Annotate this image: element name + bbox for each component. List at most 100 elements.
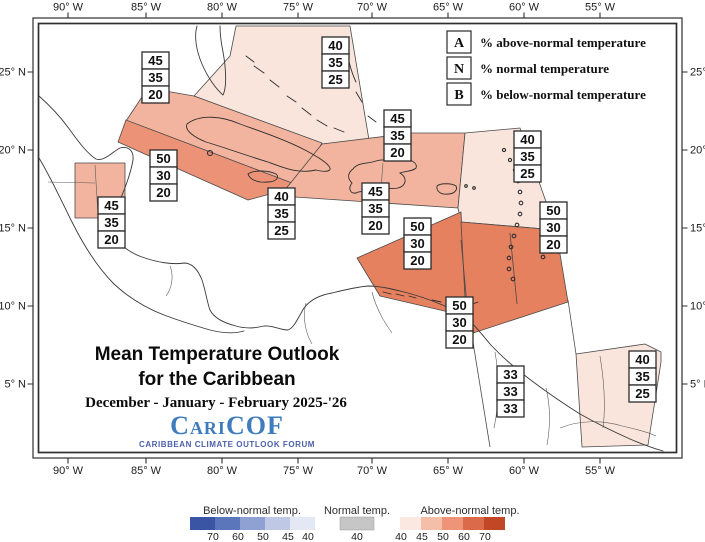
caricof-logo: CARICOF CARIBBEAN CLIMATE OUTLOOK FORUM [139, 411, 314, 449]
probability-box-suriname-french-guiana: 40 35 25 [628, 350, 657, 403]
anb-code: B [454, 88, 463, 103]
above-normal-label: Above-normal temp. [420, 505, 519, 517]
probability-value: 20 [148, 87, 162, 102]
probability-value: 35 [104, 215, 118, 230]
probability-box-belize: 45 35 20 [97, 196, 126, 249]
probability-value: 25 [635, 386, 649, 401]
axis-label: 85° W [131, 465, 162, 477]
probability-value: 30 [546, 220, 560, 235]
map-title-line1: Mean Temperature Outlook [95, 344, 340, 365]
axis-label: 55° W [585, 2, 616, 14]
cuba-island [186, 116, 331, 172]
lesser-antilles-islands [464, 147, 546, 282]
axis-label: 70° W [357, 465, 388, 477]
probability-value: 20 [104, 232, 118, 247]
probability-value: 35 [635, 369, 649, 384]
abc-islands [382, 291, 442, 303]
isle-of-youth [206, 149, 214, 157]
probability-value: 35 [368, 201, 382, 216]
probability-box-western-cuba-gulf: 45 35 20 [141, 51, 170, 104]
map-period: December - January - February 2025-'26 [85, 395, 347, 411]
below-tick: 70 [207, 531, 219, 542]
axis-label: 25° N [0, 67, 26, 79]
normal-tick: 40 [351, 531, 363, 542]
probability-value: 30 [452, 315, 466, 330]
title-block: Mean Temperature Outlook for the Caribbe… [85, 344, 347, 411]
probability-value: 40 [520, 132, 534, 147]
probability-value: 45 [104, 198, 118, 213]
map-title-line2: for the Caribbean [138, 369, 295, 390]
above-normal-colorbar [400, 517, 505, 530]
axis-label: 25° N [690, 67, 705, 79]
probability-value: 50 [156, 151, 170, 166]
normal-label: Normal temp. [324, 505, 390, 517]
probability-value: 35 [328, 55, 342, 70]
anb-legend: A % above-normal temperature N % normal … [446, 30, 646, 106]
axis-label: 60° W [509, 2, 540, 14]
top-axis-ticks [67, 12, 601, 18]
below-tick: 40 [302, 531, 314, 542]
anb-label: % normal temperature [480, 61, 609, 76]
below-tick: 60 [232, 531, 244, 542]
colorbar-legend: Below-normal temp. 70 60 50 45 40 Normal… [190, 505, 520, 542]
map-frame [32, 17, 683, 459]
probability-value: 25 [274, 223, 288, 238]
above-tick: 45 [416, 531, 428, 542]
probability-value: 35 [520, 149, 534, 164]
anb-label: % above-normal temperature [480, 35, 646, 50]
forecast-zones [74, 25, 662, 448]
probability-box-hispaniola-puerto-rico: 45 35 20 [361, 182, 390, 235]
longitude-labels-top: 90° W 85° W 80° W 75° W 70° W 65° W 60° … [53, 2, 616, 14]
axis-label: 80° W [207, 465, 238, 477]
probability-value: 20 [368, 218, 382, 233]
probability-value: 30 [156, 168, 170, 183]
probability-value: 40 [274, 189, 288, 204]
below-normal-label: Below-normal temp. [203, 505, 301, 517]
above-tick: 60 [458, 531, 470, 542]
probability-value: 33 [503, 367, 517, 382]
axis-label: 70° W [357, 2, 388, 14]
anb-code: N [454, 62, 464, 77]
axis-label: 10° N [690, 301, 705, 313]
probability-box-southern-caribbean-abc: 50 30 20 [403, 217, 432, 270]
probability-box-central-western-cuba: 50 30 20 [149, 149, 178, 202]
probability-value: 50 [410, 219, 424, 234]
probability-box-jamaica-caymans: 40 35 25 [267, 187, 296, 240]
pacific-coast [38, 157, 245, 334]
axis-label: 55° W [585, 465, 616, 477]
jamaica-island [247, 170, 279, 183]
puerto-rico-island [436, 183, 457, 195]
left-axis-ticks [27, 71, 33, 385]
gulf-caribbean-coast [38, 95, 664, 452]
axis-label: 75° W [283, 465, 314, 477]
axis-label: 65° W [433, 465, 464, 477]
probability-box-trinidad-tobago: 50 30 20 [445, 296, 474, 349]
axis-label: 90° W [53, 2, 84, 14]
probability-value: 20 [156, 185, 170, 200]
above-tick: 50 [437, 531, 449, 542]
probability-box-hispaniola-north: 45 35 20 [383, 109, 412, 162]
caricof-wordmark: CARICOF [170, 411, 284, 440]
probability-value: 40 [635, 352, 649, 367]
probability-value: 40 [328, 38, 342, 53]
probability-value: 33 [503, 384, 517, 399]
axis-label: 10° N [0, 301, 26, 313]
axis-label: 80° W [207, 2, 238, 14]
probability-value: 20 [452, 332, 466, 347]
zone-boundary-lines [460, 232, 577, 448]
axis-label: 90° W [53, 465, 84, 477]
probability-value: 25 [520, 166, 534, 181]
below-tick: 50 [257, 531, 269, 542]
axis-label: 20° N [0, 145, 26, 157]
probability-value: 20 [410, 253, 424, 268]
florida-coast [195, 25, 227, 96]
probability-value: 20 [546, 237, 560, 252]
below-tick: 45 [282, 531, 294, 542]
probability-box-bahamas: 40 35 25 [321, 36, 350, 89]
probability-value: 50 [452, 298, 466, 313]
axis-label: 60° W [509, 465, 540, 477]
axis-label: 15° N [690, 223, 705, 235]
axis-label: 20° N [690, 145, 705, 157]
probability-value: 50 [546, 203, 560, 218]
